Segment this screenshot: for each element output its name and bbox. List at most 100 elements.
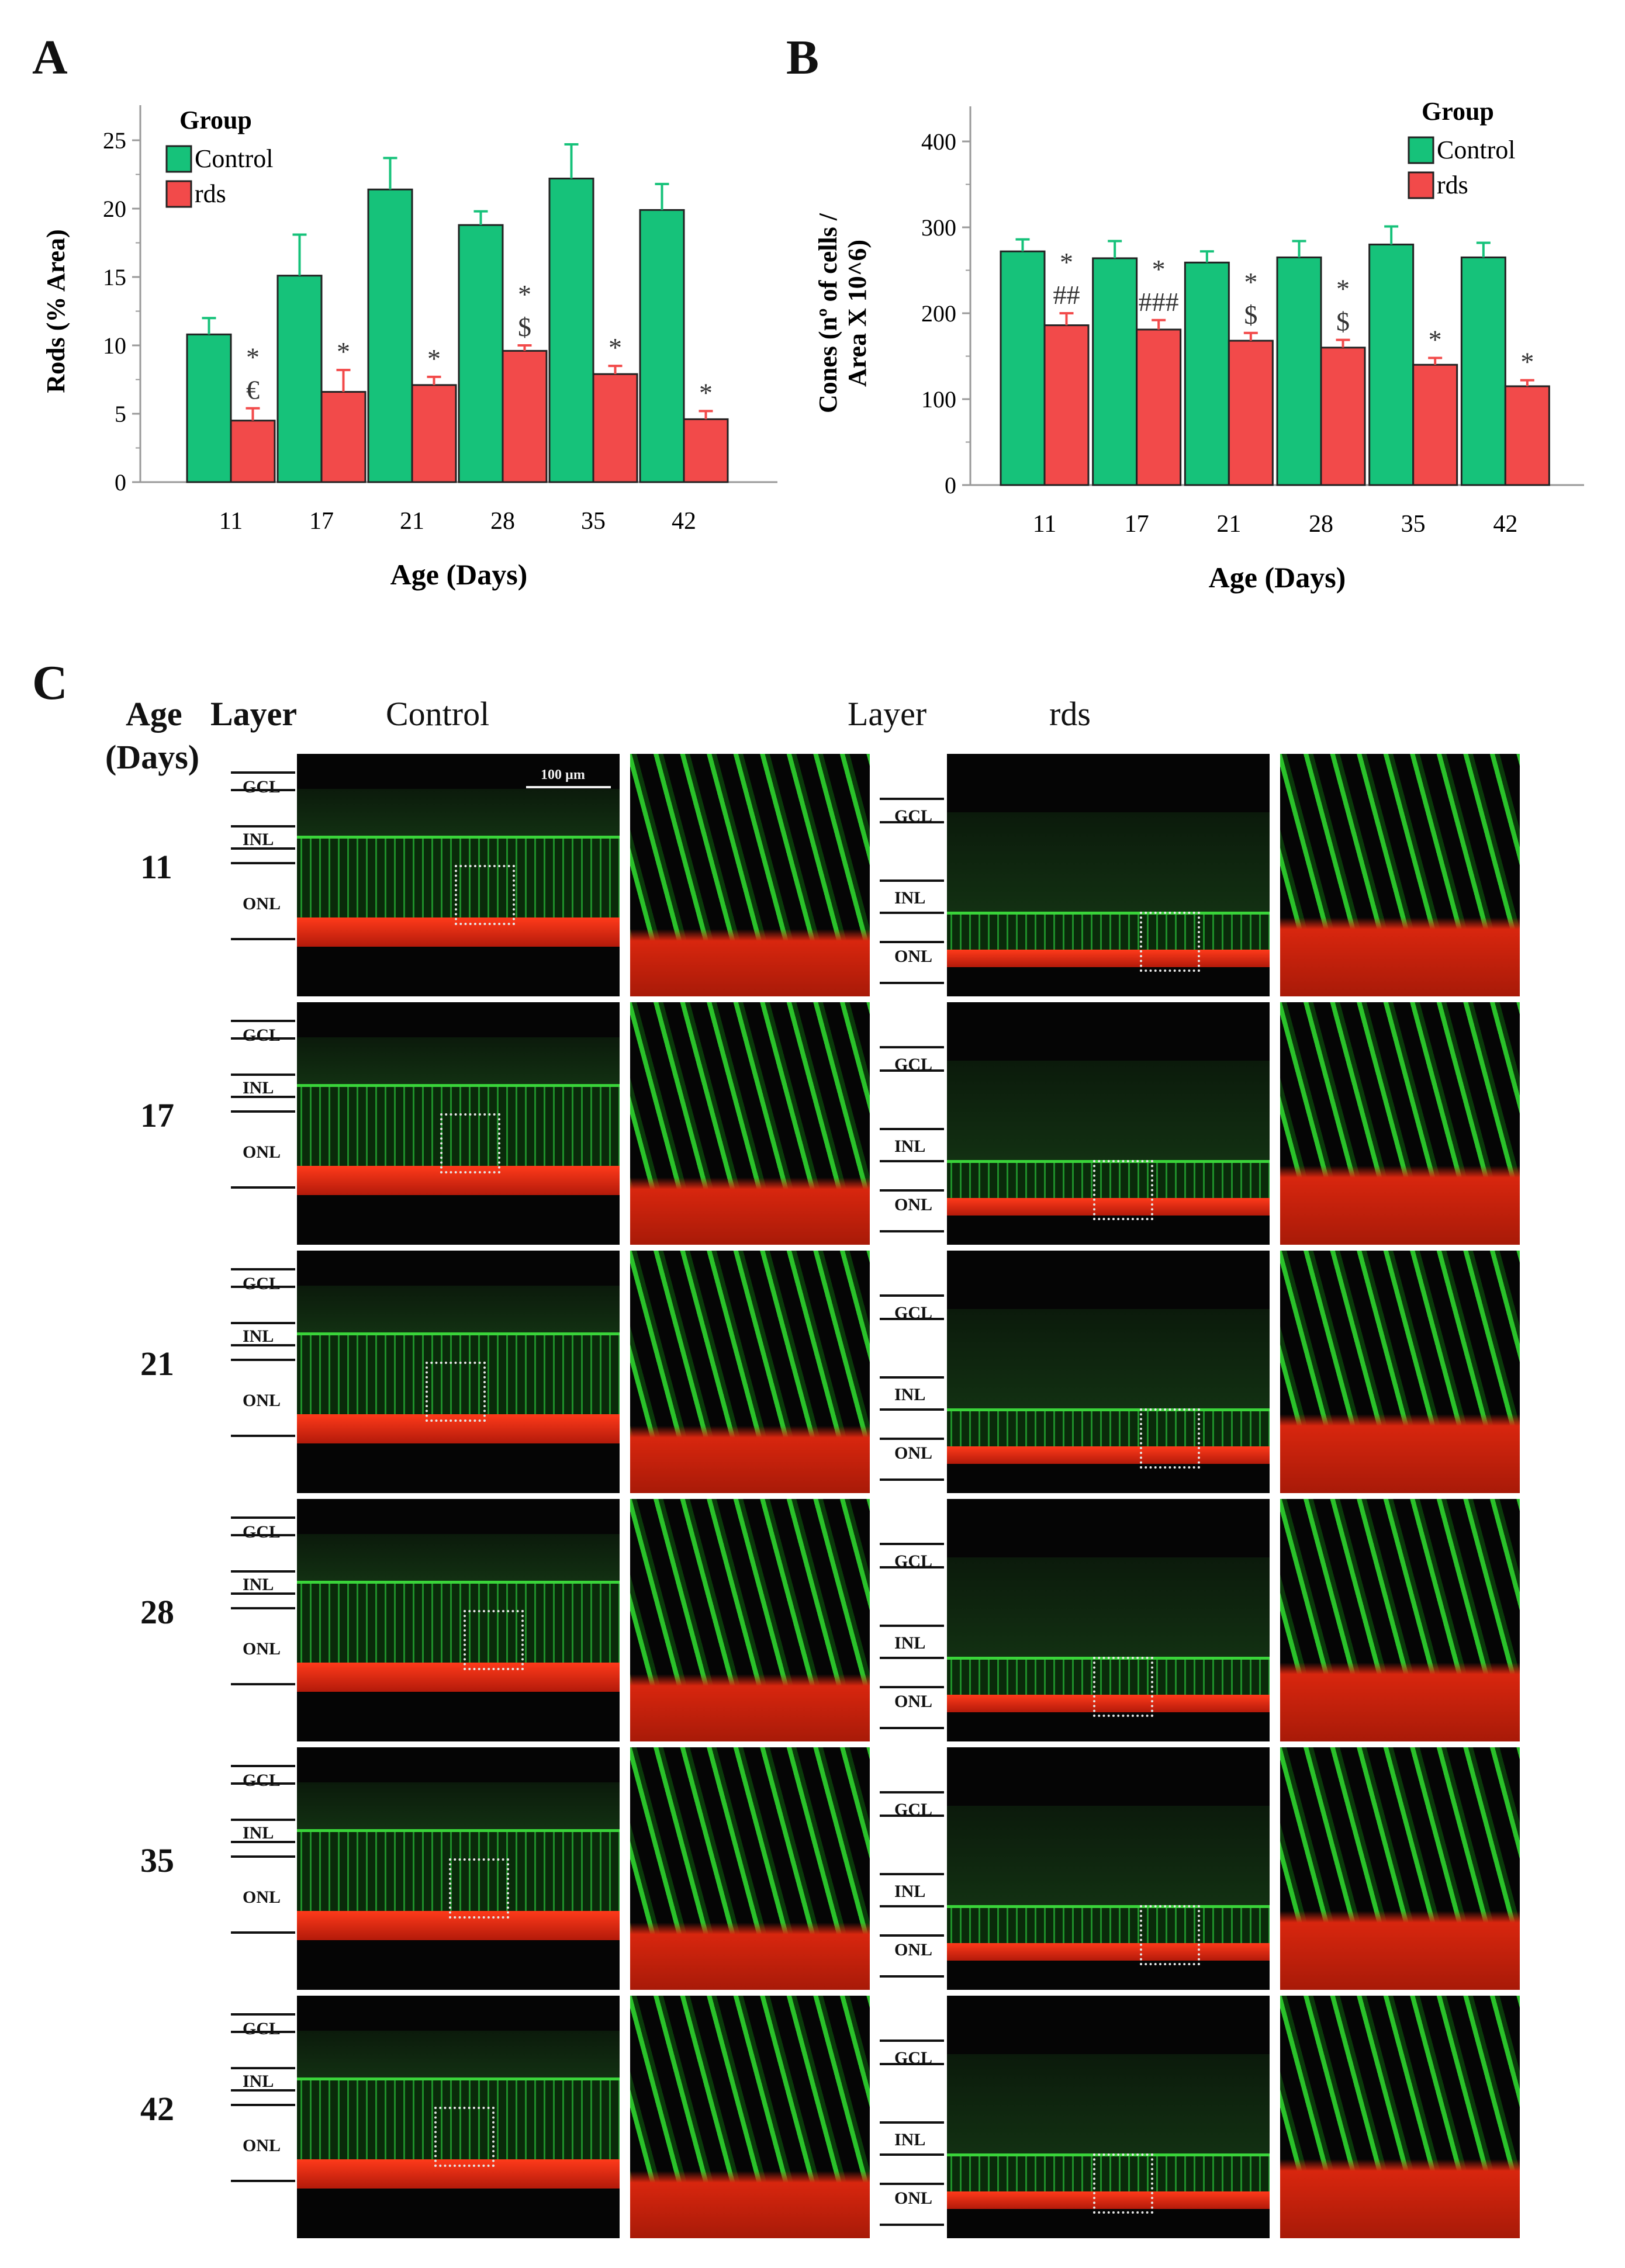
legend-swatch-rds — [1408, 171, 1434, 199]
x-axis-label: Age (Days) — [390, 558, 528, 591]
layer-boundary-line — [231, 2031, 295, 2033]
bar-rds — [683, 418, 729, 483]
layer-label-inl: INL — [243, 2072, 274, 2091]
inner-layer-band — [297, 1037, 620, 1084]
onl-band — [297, 1084, 620, 1169]
bar-rds — [1228, 340, 1274, 486]
layer-boundary-line — [880, 982, 944, 984]
onl-band — [947, 1160, 1270, 1201]
y-tick-label: 0 — [945, 472, 956, 498]
photoreceptor-red-band — [297, 1911, 620, 1940]
legend-title: Group — [179, 106, 252, 134]
layer-label-inl: INL — [894, 1137, 926, 1156]
legend-label-rds: rds — [195, 179, 226, 208]
onl-band — [947, 912, 1270, 953]
layer-boundary-line — [231, 1570, 295, 1573]
layer-boundary-line — [231, 938, 295, 940]
micrograph-zoom — [1280, 1747, 1520, 1990]
layer-label-onl: ONL — [894, 1443, 933, 1463]
photoreceptor-red-band — [297, 1663, 620, 1692]
bar-rds — [502, 349, 548, 483]
significance-mark: * — [608, 333, 622, 362]
layer-label-inl: INL — [243, 1823, 274, 1843]
layer-label-gcl: GCL — [243, 777, 281, 797]
layer-boundary-line — [231, 2067, 295, 2069]
layer-boundary-line — [231, 1683, 295, 1685]
micrograph-zoom — [630, 1747, 870, 1990]
layer-boundary-line — [231, 1268, 295, 1270]
micrograph-overview — [947, 1499, 1270, 1741]
layer-label-gcl: GCL — [243, 2019, 281, 2038]
layer-label-onl: ONL — [243, 894, 281, 913]
bar-rds — [1043, 324, 1090, 486]
layer-boundary-line — [880, 1934, 944, 1937]
y-tick-label: 10 — [103, 333, 126, 359]
layer-boundary-line — [231, 2104, 295, 2106]
layer-label-onl: ONL — [894, 1195, 933, 1214]
layer-boundary-line — [231, 1110, 295, 1113]
x-tick-label: 17 — [309, 508, 334, 535]
bar-control — [1368, 243, 1415, 486]
age-header: Age — [126, 695, 182, 733]
micrograph-overview — [947, 1251, 1270, 1493]
layer-boundary-line — [880, 2153, 944, 2156]
layer-boundary-line — [880, 1543, 944, 1545]
layer-boundary-line — [231, 1186, 295, 1189]
photoreceptor-red-band — [297, 1166, 620, 1195]
micrograph-overview — [947, 1747, 1270, 1990]
photoreceptor-red-band — [297, 917, 620, 947]
legend-swatch-rds — [165, 180, 192, 208]
inner-layer-band — [947, 1309, 1270, 1408]
significance-mark: * — [1520, 347, 1534, 377]
y-tick-label: 100 — [921, 386, 956, 413]
bar-rds — [320, 391, 367, 483]
layer-label-gcl: GCL — [243, 1771, 281, 1790]
inner-layer-band — [297, 1782, 620, 1829]
photoreceptor-red-band — [947, 950, 1270, 967]
age-label: 35 — [140, 1841, 174, 1879]
significance-mark: * — [1336, 274, 1350, 304]
x-tick-label: 35 — [1401, 511, 1426, 538]
layer-boundary-line — [231, 1607, 295, 1609]
layer-boundary-line — [880, 1625, 944, 1627]
layer-boundary-line — [880, 1657, 944, 1659]
layer-boundary-line — [880, 941, 944, 943]
layer-boundary-line — [231, 1782, 295, 1785]
y-axis-label-line: Area X 10^6) — [843, 240, 872, 387]
x-tick-label: 42 — [1493, 511, 1517, 538]
bar-control — [548, 178, 594, 483]
y-axis-label: Cones (nº of cells /Area X 10^6) — [814, 213, 872, 413]
bar-control — [458, 224, 504, 483]
layer-label-onl: ONL — [243, 1639, 281, 1658]
significance-mark: * — [699, 378, 713, 407]
bar-rds — [1320, 347, 1366, 486]
micrograph-zoom — [630, 1996, 870, 2238]
legend-title: Group — [1422, 97, 1494, 126]
legend-label-control: Control — [1437, 136, 1515, 164]
significance-mark: * — [1429, 324, 1442, 354]
bar-control — [1000, 250, 1046, 486]
onl-band — [297, 2077, 620, 2162]
zoom-region-box — [1140, 912, 1200, 972]
photoreceptor-red-band — [947, 1198, 1270, 1216]
panel-letter-b: B — [786, 30, 820, 85]
zoom-region-box — [434, 2107, 495, 2167]
layer-boundary-line — [231, 1096, 295, 1098]
layer-boundary-line — [880, 1815, 944, 1817]
zoom-region-box — [1093, 1160, 1153, 1220]
significance-mark: * — [1244, 267, 1257, 297]
micrograph-overview — [297, 1747, 620, 1990]
layer-label-inl: INL — [894, 1385, 926, 1404]
micrograph-overview — [297, 1251, 620, 1493]
age-label: 11 — [140, 848, 172, 886]
scale-bar — [526, 786, 611, 788]
layer-boundary-line — [880, 1294, 944, 1297]
bar-control — [367, 188, 413, 483]
onl-band — [297, 1829, 620, 1914]
zoom-region-box — [1140, 1905, 1200, 1965]
y-tick-label: 0 — [115, 469, 126, 496]
layer-boundary-line — [880, 1318, 944, 1320]
layer-label-inl: INL — [894, 888, 926, 908]
onl-band — [297, 836, 620, 920]
